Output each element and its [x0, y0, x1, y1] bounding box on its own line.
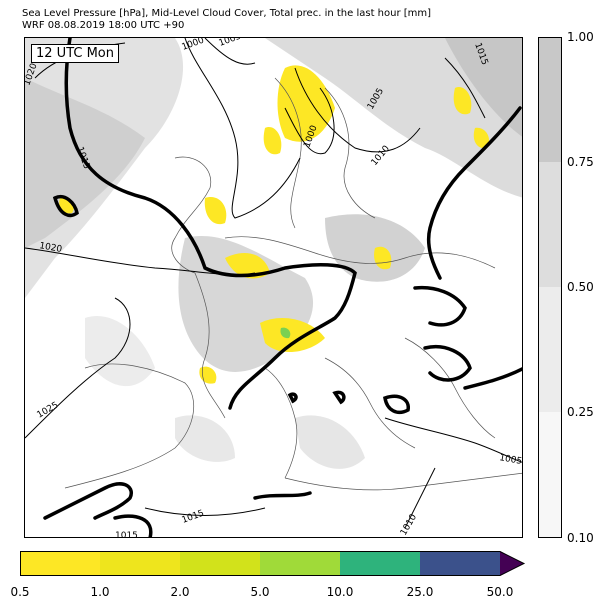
valid-time-label: 12 UTC Mon [31, 44, 119, 63]
precipitation-colorbar [20, 551, 526, 576]
precip-tick-label: 10.0 [326, 585, 354, 599]
precip-colorbar-segment [100, 551, 180, 576]
cloud-colorbar-segment [538, 412, 562, 538]
isobar-label: 1025 [36, 400, 61, 420]
precip-tick-label: 5.0 [250, 585, 270, 599]
cloud-cover-layer [25, 38, 522, 469]
weather-map: 1000 1005 1020 1015 1020 1025 1000 1005 … [24, 37, 523, 538]
precip-colorbar-extend-arrow [500, 551, 524, 576]
isobar-label: 1005 [498, 453, 522, 467]
precip-colorbar-segment [180, 551, 260, 576]
precip-tick-label: 50.0 [486, 585, 514, 599]
cloud-tick-label: 1.00 [567, 30, 594, 44]
isobars-thick [43, 38, 522, 537]
cloud-colorbar-segment [538, 287, 562, 412]
isobar-label: 1010 [399, 512, 419, 537]
cloud-cover-colorbar [538, 37, 562, 538]
isobar-label: 1010 [370, 144, 393, 168]
precip-tick-label: 0.5 [10, 585, 30, 599]
cloud-colorbar-segment [538, 162, 562, 287]
cloud-tick-label: 0.25 [567, 405, 594, 419]
precip-colorbar-segment [420, 551, 500, 576]
cloud-colorbar-segment [538, 37, 562, 162]
precipitation-layer [59, 65, 490, 384]
precip-colorbar-segment [20, 551, 100, 576]
coastlines [64, 77, 522, 491]
isobar-label: 1015 [181, 509, 206, 526]
cloud-tick-label: 0.75 [567, 155, 594, 169]
precip-colorbar-segment [340, 551, 420, 576]
cloud-tick-label: 0.10 [567, 531, 594, 545]
chart-subtitle: WRF 08.08.2019 18:00 UTC +90 [22, 20, 185, 31]
precip-tick-label: 1.0 [90, 585, 110, 599]
isobar-label: 1000 [181, 38, 206, 53]
isobar-label: 1020 [38, 241, 63, 255]
isobar-label: 1015 [115, 531, 138, 538]
precip-tick-label: 2.0 [170, 585, 190, 599]
cloud-tick-label: 0.50 [567, 280, 594, 294]
precip-tick-label: 25.0 [406, 585, 434, 599]
chart-title: Sea Level Pressure [hPa], Mid-Level Clou… [22, 8, 432, 19]
isobars-thin [25, 38, 522, 529]
isobar-label: 1005 [218, 38, 243, 49]
precip-colorbar-segment [260, 551, 340, 576]
